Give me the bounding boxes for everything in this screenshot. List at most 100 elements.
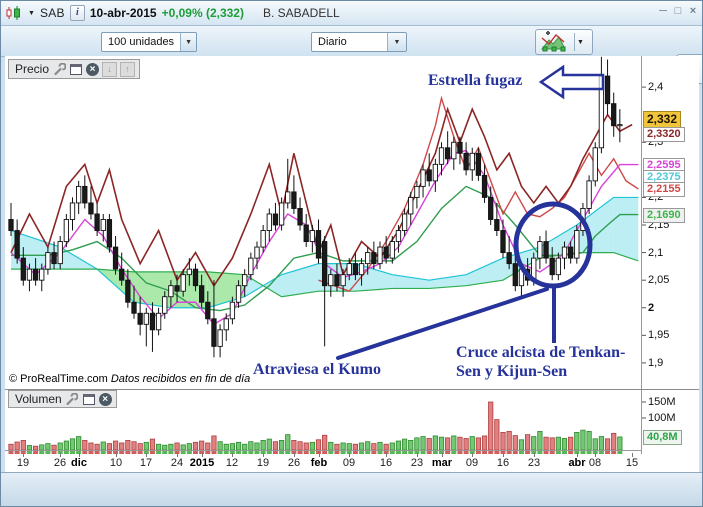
x-axis-tick bbox=[146, 453, 147, 457]
x-axis-tick bbox=[79, 453, 80, 457]
x-axis-tick bbox=[417, 453, 418, 457]
x-axis-label: 16 bbox=[379, 457, 393, 469]
x-axis-label: abr bbox=[568, 457, 586, 469]
x-axis-tick bbox=[202, 453, 203, 457]
units-dropdown[interactable]: 100 unidades ▼ bbox=[101, 32, 197, 52]
minimize-icon[interactable]: ─ bbox=[659, 5, 667, 17]
x-axis-tick bbox=[23, 453, 24, 457]
x-axis-label: 09 bbox=[342, 457, 356, 469]
volume-tick-label: 100M bbox=[648, 412, 676, 424]
wrench-icon[interactable] bbox=[65, 392, 79, 406]
price-chart-plot[interactable] bbox=[1, 56, 647, 390]
x-axis-tick bbox=[595, 453, 596, 457]
detach-window-icon[interactable] bbox=[69, 62, 83, 76]
x-axis-label: 23 bbox=[527, 457, 541, 469]
volume-panel-title: Volumen bbox=[15, 392, 62, 406]
quote-date: 10-abr-2015 bbox=[89, 6, 157, 20]
x-axis-label: 26 bbox=[53, 457, 67, 469]
x-axis-label: 26 bbox=[287, 457, 301, 469]
x-axis-tick bbox=[632, 453, 633, 457]
move-down-icon[interactable]: ↓ bbox=[102, 61, 118, 77]
candle-color-strip bbox=[8, 451, 623, 454]
period-value: Diario bbox=[318, 36, 347, 48]
symbol-label: SAB bbox=[39, 6, 65, 20]
caret-down-icon: ▼ bbox=[185, 38, 192, 46]
volume-plot[interactable] bbox=[1, 390, 647, 454]
x-axis-tick bbox=[577, 453, 578, 457]
price-value-box: 2,2375 bbox=[643, 170, 685, 185]
x-axis-tick bbox=[349, 453, 350, 457]
caret-down-icon: ▼ bbox=[393, 38, 401, 46]
info-icon[interactable]: i bbox=[69, 5, 85, 21]
annotation-shooting-star: Estrella fugaz bbox=[428, 72, 523, 89]
price-value-box: 2,1690 bbox=[643, 208, 685, 223]
x-axis-tick bbox=[177, 453, 178, 457]
x-axis-tick bbox=[319, 453, 320, 457]
price-tick-label: 1,95 bbox=[648, 329, 670, 341]
x-axis-label: 15 bbox=[625, 457, 639, 469]
x-axis-label: feb bbox=[310, 457, 328, 469]
close-panel-icon[interactable]: × bbox=[86, 62, 100, 76]
x-axis-label: 19 bbox=[16, 457, 30, 469]
x-axis-label: 08 bbox=[588, 457, 602, 469]
symbol-dropdown-icon[interactable]: ▼ bbox=[28, 9, 35, 17]
x-axis-label: dic bbox=[71, 457, 87, 469]
price-tick-label: 2 bbox=[648, 302, 655, 314]
chart-type-icon bbox=[540, 31, 566, 52]
x-axis-label: 24 bbox=[170, 457, 184, 469]
x-axis-tick bbox=[263, 453, 264, 457]
candlesticks bbox=[8, 56, 623, 358]
x-axis-label: 17 bbox=[139, 457, 153, 469]
units-value: 100 unidades bbox=[108, 36, 175, 48]
x-axis-label: 09 bbox=[465, 457, 479, 469]
x-axis-tick bbox=[534, 453, 535, 457]
x-axis-tick bbox=[232, 453, 233, 457]
window-controls: ─ □ × bbox=[657, 4, 699, 18]
maximize-icon[interactable]: □ bbox=[674, 5, 682, 17]
price-tick-label: 2,4 bbox=[648, 81, 664, 93]
period-dropdown-button[interactable]: ▼ bbox=[387, 33, 406, 51]
x-axis-label: 10 bbox=[109, 457, 123, 469]
x-axis-label: 19 bbox=[256, 457, 270, 469]
move-up-icon[interactable]: ↑ bbox=[120, 61, 136, 77]
x-axis-tick bbox=[60, 453, 61, 457]
close-icon[interactable]: × bbox=[689, 5, 697, 17]
x-axis-label: mar bbox=[431, 457, 453, 469]
volume-bars bbox=[8, 401, 623, 451]
detach-window-icon[interactable] bbox=[82, 392, 96, 406]
price-value-box: 2,3320 bbox=[643, 127, 685, 142]
annotation-cross-line1: Cruce alcista de Tenkan- bbox=[456, 344, 626, 361]
price-panel-header: Precio × ↓ ↑ bbox=[8, 59, 141, 79]
price-value-box: 2,2595 bbox=[643, 158, 685, 173]
x-axis-label: 2015 bbox=[189, 457, 215, 469]
price-tick-label: 1,9 bbox=[648, 357, 664, 369]
copyright-note: © ProRealTime.com Datos recibidos en fin… bbox=[9, 373, 250, 385]
x-axis-label: 23 bbox=[410, 457, 424, 469]
price-value-box: 2,2155 bbox=[643, 182, 685, 197]
red-indicator-line bbox=[318, 95, 639, 293]
main-toolbar: 100 unidades ▼ Diario ▼ ▼ bbox=[1, 26, 702, 84]
volume-value-box: 40,8M bbox=[643, 430, 682, 445]
price-tick-label: 2,1 bbox=[648, 247, 664, 259]
candlestick-logo-icon bbox=[6, 6, 20, 20]
price-value-box: 2,332 bbox=[643, 111, 682, 128]
units-dropdown-button[interactable]: ▼ bbox=[180, 33, 196, 51]
x-axis-label: 16 bbox=[496, 457, 510, 469]
instrument-name: B. SABADELL bbox=[262, 6, 340, 20]
x-axis-tick bbox=[472, 453, 473, 457]
copyright-text: © ProRealTime.com bbox=[9, 373, 108, 385]
shooting-star-arrow bbox=[538, 64, 605, 100]
title-bar[interactable]: ▼ SAB i 10-abr-2015 +0,09% (2,332) B. SA… bbox=[1, 1, 702, 26]
wrench-icon[interactable] bbox=[52, 62, 66, 76]
volume-tick-label: 150M bbox=[648, 396, 676, 408]
x-axis-tick bbox=[116, 453, 117, 457]
x-axis-tick bbox=[503, 453, 504, 457]
annotation-kumo: Atraviesa el Kumo bbox=[253, 361, 381, 378]
x-axis-tick bbox=[442, 453, 443, 457]
chart-type-dropdown-icon[interactable]: ▼ bbox=[577, 38, 584, 46]
close-panel-icon[interactable]: × bbox=[98, 392, 112, 406]
chart-type-button[interactable]: ▼ bbox=[535, 29, 593, 55]
period-dropdown[interactable]: Diario ▼ bbox=[311, 32, 407, 52]
cross-circle bbox=[513, 201, 593, 289]
